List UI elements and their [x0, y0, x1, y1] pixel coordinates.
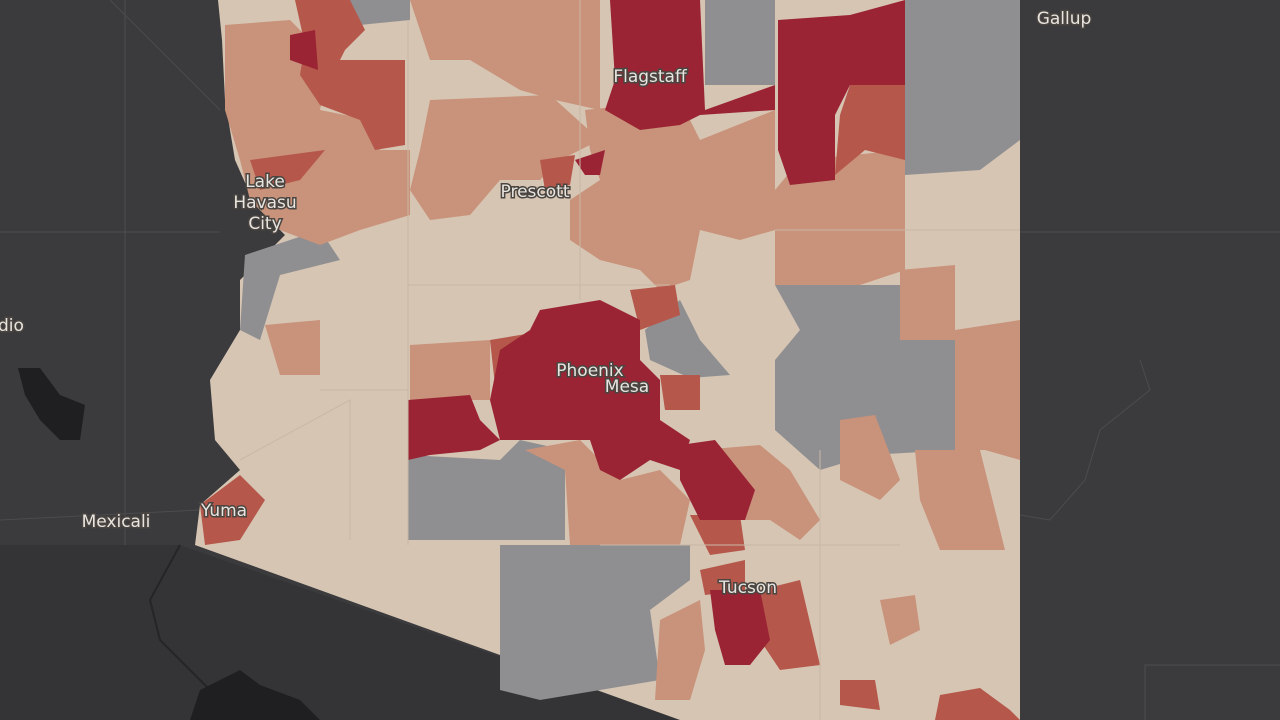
place-label: Mesa — [605, 377, 649, 397]
place-label: Prescott — [501, 182, 570, 202]
place-label: Havasu — [233, 193, 296, 213]
place-label: Tucson — [718, 578, 777, 598]
no-data-regions — [240, 0, 1020, 700]
lake — [18, 368, 85, 440]
region-borders — [239, 0, 1020, 720]
place-label: Lake — [245, 172, 285, 192]
place-label: Gallup — [1037, 9, 1092, 29]
place-label: Yuma — [200, 501, 247, 521]
place-label: Phoenix — [556, 361, 623, 381]
high-rate-regions — [290, 0, 905, 665]
lake — [190, 670, 320, 720]
place-label: Mexicali — [82, 512, 151, 532]
place-label: City — [248, 214, 281, 234]
low-rate-regions — [225, 0, 1020, 700]
place-label: dio — [0, 316, 24, 336]
place-label: Flagstaff — [613, 67, 688, 87]
